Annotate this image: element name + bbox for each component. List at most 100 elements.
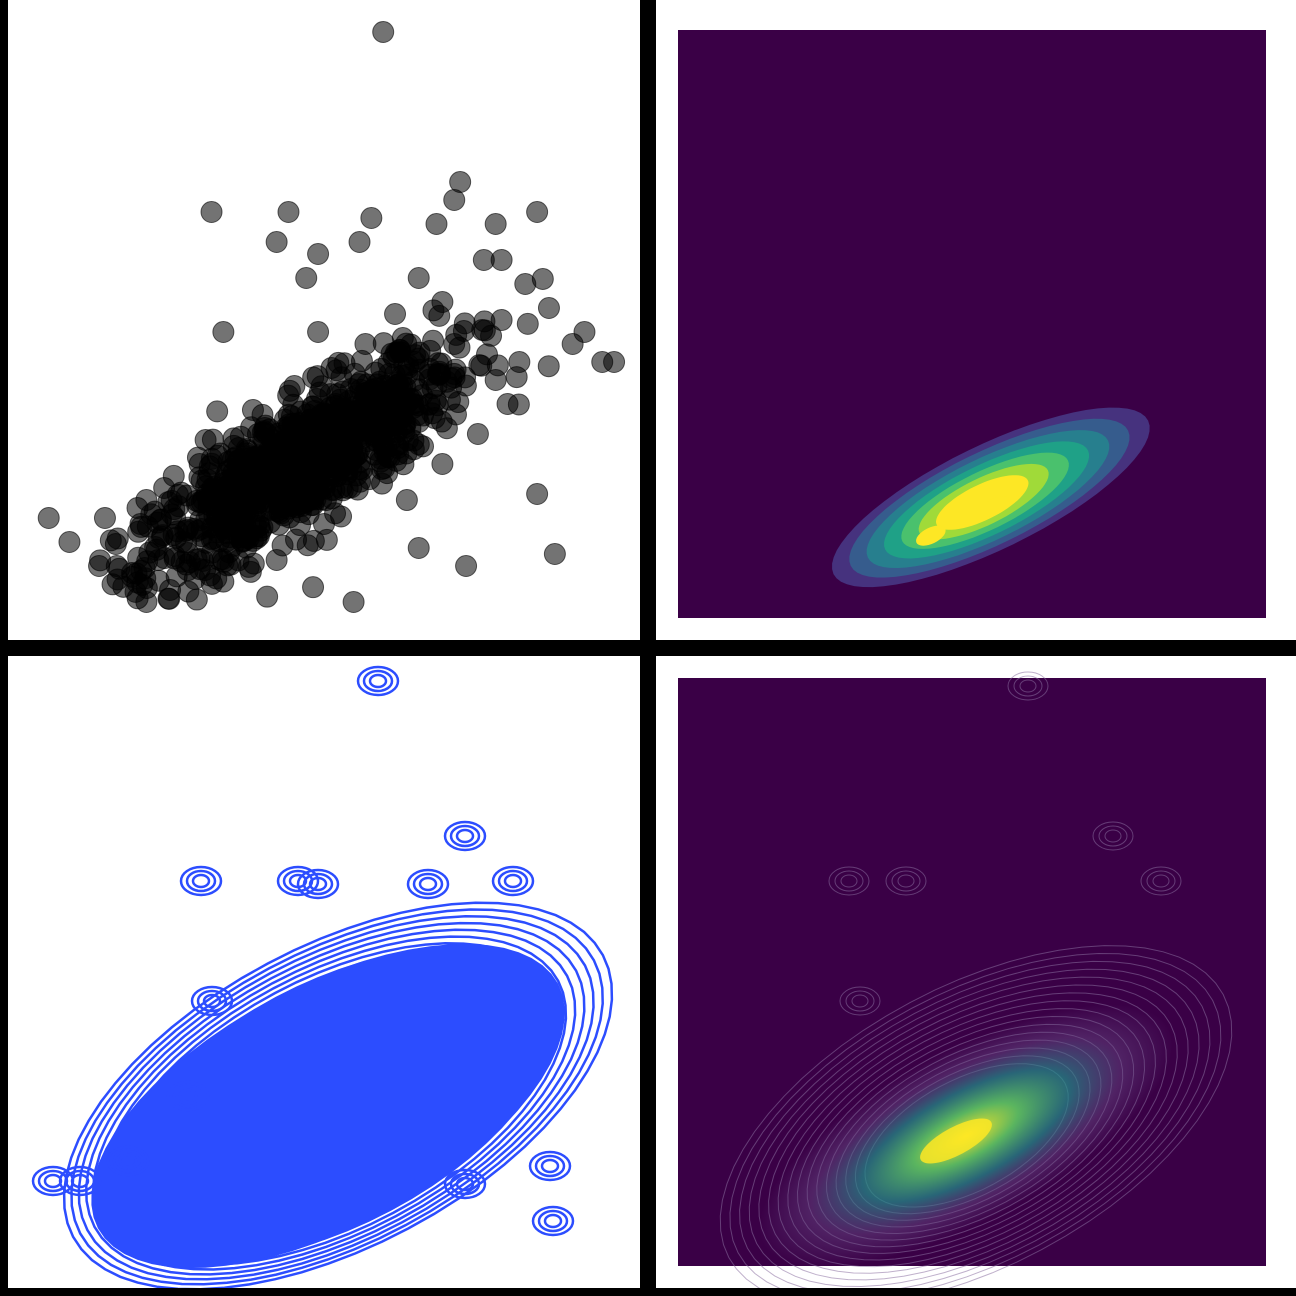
kde-overlay-blob: [1092, 821, 1134, 851]
contour-blob: [276, 865, 320, 897]
contour-blob: [179, 865, 223, 897]
scatter-point: [407, 537, 430, 559]
kde-peak: [980, 496, 1011, 517]
scatter-point: [147, 549, 170, 571]
scatter-point: [299, 408, 322, 431]
scatter-point: [484, 369, 507, 391]
scatter-point: [236, 525, 259, 547]
filled-kde-panel: [656, 0, 1296, 640]
kde-overlay-blob: [1007, 671, 1049, 701]
kde-overlay-blob: [891, 870, 921, 892]
scatter-point: [384, 303, 407, 325]
scatter-point: [200, 572, 223, 595]
scatter-point: [261, 435, 284, 458]
scatter-point: [295, 267, 318, 289]
contour-blob: [537, 1209, 569, 1233]
scatter-point: [537, 297, 560, 319]
kde-overlay-ring: [748, 968, 1200, 1288]
kde-overlay-plot: [678, 671, 1266, 1288]
scatter-point: [454, 366, 477, 389]
scatter-point: [473, 319, 496, 342]
scatter-point: [328, 416, 351, 439]
scatter-point: [241, 399, 264, 421]
scatter-point: [490, 249, 513, 271]
scatter-point: [153, 477, 176, 499]
scatter-point: [135, 489, 158, 511]
scatter-point: [425, 213, 448, 235]
scatter-point: [603, 351, 626, 373]
scatter-point: [93, 507, 116, 529]
scatter-point: [287, 471, 310, 494]
scatter-point: [348, 438, 371, 461]
kde-overlay-panel: [656, 656, 1296, 1288]
scatter-point: [398, 387, 421, 410]
contour-blob: [418, 876, 438, 892]
scatter-point: [192, 488, 215, 511]
scatter-panel: [8, 0, 640, 640]
scatter-point: [496, 393, 519, 415]
scatter-point: [561, 333, 584, 355]
kde-overlay-blob: [1098, 825, 1128, 847]
scatter-point: [285, 528, 308, 551]
kde-overlay-blob: [1152, 874, 1170, 888]
contour-blob: [531, 1205, 575, 1237]
scatter-point: [265, 231, 288, 253]
scatter-point: [37, 507, 60, 529]
contour-blob: [296, 868, 340, 900]
scatter-points: [37, 21, 626, 613]
scatter-point: [220, 492, 243, 515]
scatter-point: [350, 418, 373, 441]
scatter-point: [194, 429, 217, 451]
scatter-point: [135, 591, 158, 613]
scatter-point: [314, 489, 337, 512]
contour-blob: [356, 665, 400, 697]
scatter-point: [343, 362, 366, 385]
scatter-point: [516, 312, 539, 335]
kde-overlay-blob: [839, 986, 881, 1016]
contour-blob: [543, 1213, 563, 1229]
scatter-point: [253, 417, 276, 439]
scatter-point: [265, 549, 288, 571]
kde-overlay-blob: [1019, 679, 1037, 693]
contour-line: [77, 915, 595, 1281]
scatter-point: [372, 21, 395, 43]
contour-blob: [503, 873, 523, 889]
scatter-point: [514, 273, 537, 295]
scatter-point: [422, 329, 445, 352]
contour-blob: [58, 1165, 102, 1197]
contour-line: [85, 921, 586, 1276]
scatter-point: [407, 411, 430, 433]
scatter-point: [336, 477, 359, 499]
kde-overlay-blob: [828, 866, 870, 896]
contour-blob: [191, 873, 211, 889]
scatter-point: [212, 321, 235, 343]
kde-overlay-blob: [834, 870, 864, 892]
scatter-point: [302, 576, 325, 599]
kde-overlay-peak: [920, 1118, 992, 1164]
scatter-point: [372, 435, 395, 457]
contour-blob: [302, 872, 334, 896]
contour-blob: [308, 876, 328, 892]
scatter-point: [267, 513, 290, 536]
scatter-point: [543, 543, 566, 565]
contour-blob: [491, 865, 535, 897]
scatter-point: [360, 207, 383, 229]
contour-blob: [443, 820, 487, 852]
scatter-point: [200, 201, 223, 223]
scatter-point: [431, 453, 454, 475]
contour-lines-panel: [8, 656, 640, 1288]
contour-blob: [106, 1145, 150, 1177]
scatter-point: [206, 444, 229, 467]
scatter-point: [348, 231, 371, 253]
scatter-point: [395, 489, 418, 511]
contour-lines-plot: [31, 665, 614, 1288]
scatter-point: [431, 291, 454, 313]
scatter-point: [206, 400, 229, 423]
contour-blob: [166, 1080, 210, 1112]
contour-blob: [406, 868, 450, 900]
scatter-point: [453, 312, 476, 335]
contour-blob: [64, 1169, 96, 1193]
scatter-point: [526, 483, 549, 505]
scatter-point: [289, 453, 312, 475]
contour-blob: [196, 989, 228, 1013]
